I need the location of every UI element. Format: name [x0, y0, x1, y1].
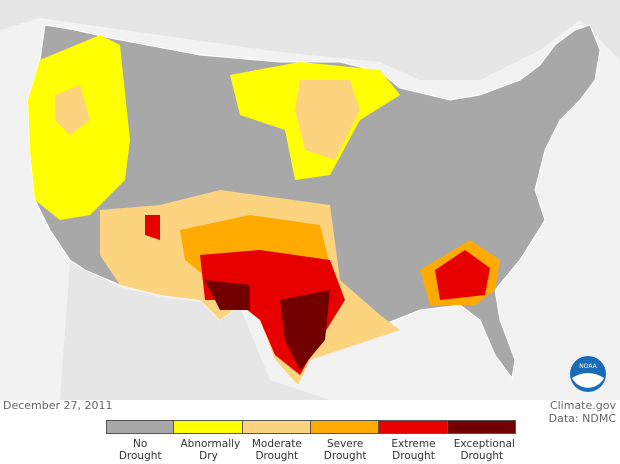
drought-areas: [28, 35, 500, 385]
legend-item: Moderate Drought: [242, 420, 311, 462]
legend-swatch: [447, 420, 516, 434]
legend-swatch: [379, 420, 448, 434]
credit: Data: NDMC: [548, 412, 616, 425]
map: NOAA: [0, 0, 620, 400]
noaa-logo: NOAA: [570, 356, 606, 392]
legend-label: Exceptional Drought: [453, 438, 515, 462]
legend-swatch: [174, 420, 243, 434]
mexico: [60, 262, 330, 400]
legend-swatch: [242, 420, 311, 434]
legend-item: No Drought: [106, 420, 175, 462]
legend-label: No Drought: [118, 438, 162, 462]
legend-label: Moderate Drought: [251, 438, 302, 462]
legend-label: Severe Drought: [323, 438, 367, 462]
legend-item: Severe Drought: [310, 420, 380, 462]
legend-item: Extreme Drought: [379, 420, 448, 462]
legend: No Drought Abnormally Dry Moderate Drought…: [106, 420, 516, 462]
legend-swatch: [310, 420, 380, 434]
legend-label: Extreme Drought: [391, 438, 436, 462]
legend-item: Abnormally Dry: [174, 420, 243, 462]
legend-label: Abnormally Dry: [180, 438, 241, 462]
date: December 27, 2011: [3, 399, 113, 412]
canada: [0, 0, 620, 80]
legend-swatch: [106, 420, 175, 434]
logo-text: NOAA: [579, 363, 597, 370]
credit: Climate.gov: [549, 399, 616, 412]
legend-item: Exceptional Drought: [447, 420, 516, 462]
